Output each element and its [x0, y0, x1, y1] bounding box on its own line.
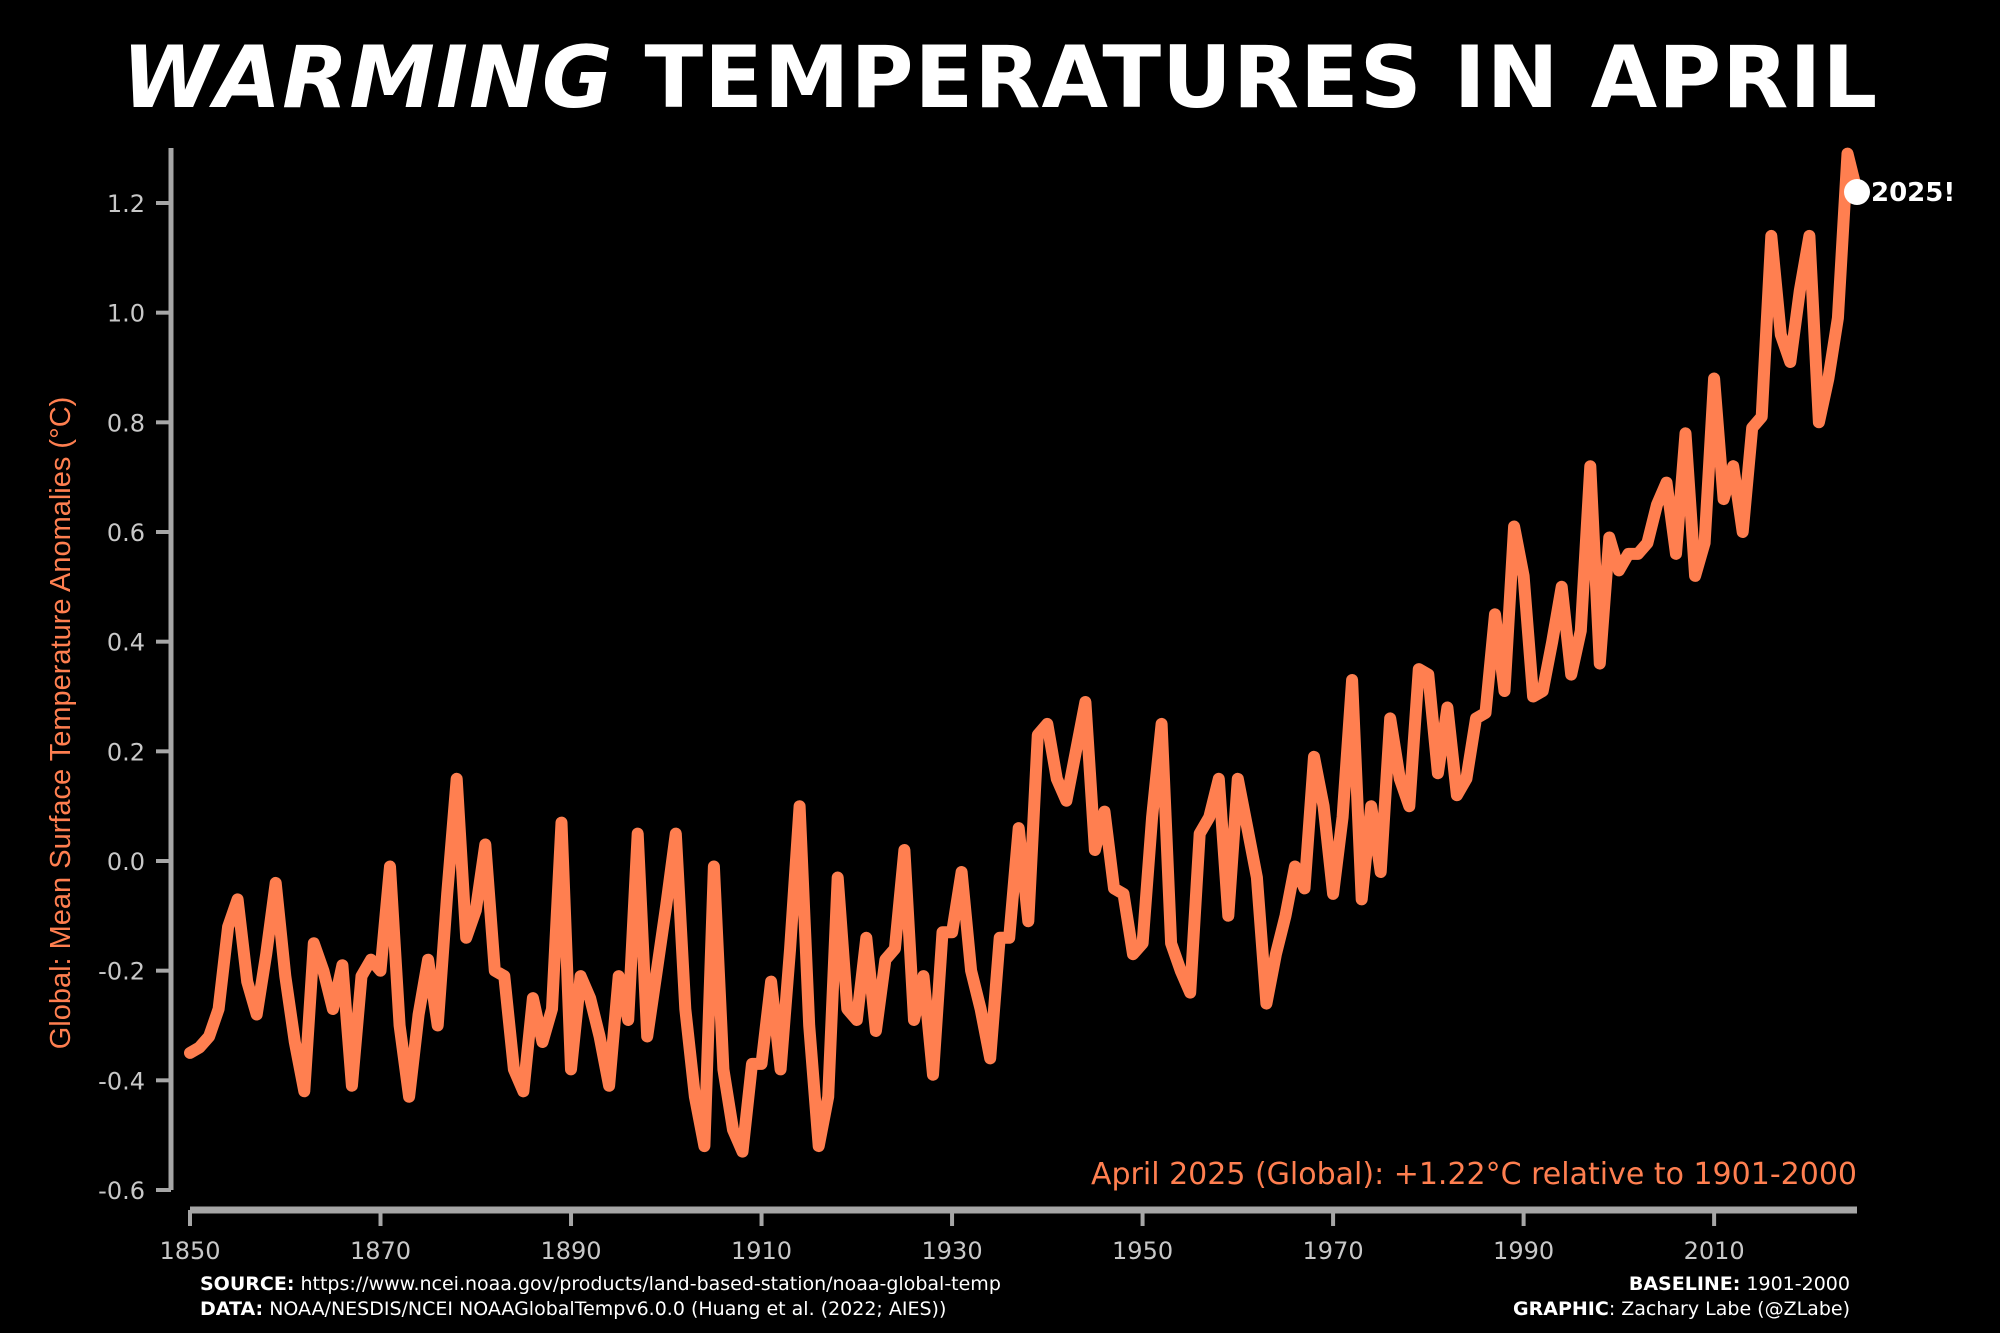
- source-label: SOURCE:: [200, 1273, 295, 1295]
- chart-axes: [168, 148, 1857, 1214]
- data-label: DATA:: [200, 1298, 264, 1320]
- x-tick-label: 1970: [1303, 1237, 1364, 1265]
- y-tick-label: 0.0: [107, 848, 145, 876]
- x-tick-label: 1850: [159, 1237, 220, 1265]
- source-value: https://www.ncei.noaa.gov/products/land-…: [300, 1273, 1001, 1295]
- x-tick-label: 1950: [1112, 1237, 1173, 1265]
- chart-title: WARMING TEMPERATURES IN APRIL: [0, 28, 2000, 128]
- y-tick-label: -0.2: [98, 958, 145, 986]
- y-tick-label: 0.6: [107, 519, 145, 547]
- x-tick-label: 2010: [1684, 1237, 1745, 1265]
- footer-right: BASELINE: 1901-2000 GRAPHIC: Zachary Lab…: [1513, 1272, 1850, 1322]
- series-layer: [184, 147, 1863, 1158]
- y-tick-label: 0.2: [107, 738, 145, 766]
- x-axis-ticks: 1850 1870 1890 1910 1930 1950 1970 1990 2010: [159, 1210, 1745, 1265]
- title-emphasis: WARMING: [121, 28, 614, 128]
- highlight-label: 2025!: [1871, 178, 1955, 208]
- data-line: DATA: NOAA/NESDIS/NCEI NOAAGlobalTempv6.…: [200, 1297, 1001, 1322]
- x-tick-label: 1870: [350, 1237, 411, 1265]
- y-tick-label: 0.8: [107, 409, 145, 437]
- baseline-line: BASELINE: 1901-2000: [1513, 1272, 1850, 1297]
- highlight-marker: [1844, 179, 1870, 206]
- baseline-value: 1901-2000: [1746, 1273, 1850, 1295]
- graphic-value: : Zachary Labe (@ZLabe): [1608, 1298, 1850, 1320]
- data-value: NOAA/NESDIS/NCEI NOAAGlobalTempv6.0.0 (H…: [269, 1298, 947, 1320]
- y-tick-label: 1.2: [107, 190, 145, 218]
- x-tick-label: 1930: [922, 1237, 983, 1265]
- y-axis-ticks: -0.6 -0.4 -0.2 0.0 0.2 0.4 0.6 0.8 1.0 1.2: [98, 190, 171, 1205]
- x-tick-label: 1890: [540, 1237, 601, 1265]
- y-tick-label: 1.0: [107, 300, 145, 328]
- series-line: [184, 147, 1863, 1158]
- y-axis-label: Global: Mean Surface Temperature Anomali…: [45, 397, 77, 1050]
- graphic-line: GRAPHIC: Zachary Labe (@ZLabe): [1513, 1297, 1850, 1322]
- x-tick-label: 1910: [731, 1237, 792, 1265]
- y-tick-label: -0.6: [98, 1177, 145, 1205]
- graphic-label: GRAPHIC: [1513, 1298, 1609, 1320]
- y-tick-label: 0.4: [107, 629, 145, 657]
- baseline-label: BASELINE:: [1628, 1273, 1741, 1295]
- footer-left: SOURCE: https://www.ncei.noaa.gov/produc…: [200, 1272, 1001, 1322]
- x-tick-label: 1990: [1493, 1237, 1554, 1265]
- source-line: SOURCE: https://www.ncei.noaa.gov/produc…: [200, 1272, 1001, 1297]
- annotation-text: April 2025 (Global): +1.22°C relative to…: [1091, 1157, 1857, 1192]
- y-tick-label: -0.4: [98, 1067, 145, 1095]
- title-rest: TEMPERATURES IN APRIL: [644, 28, 1879, 128]
